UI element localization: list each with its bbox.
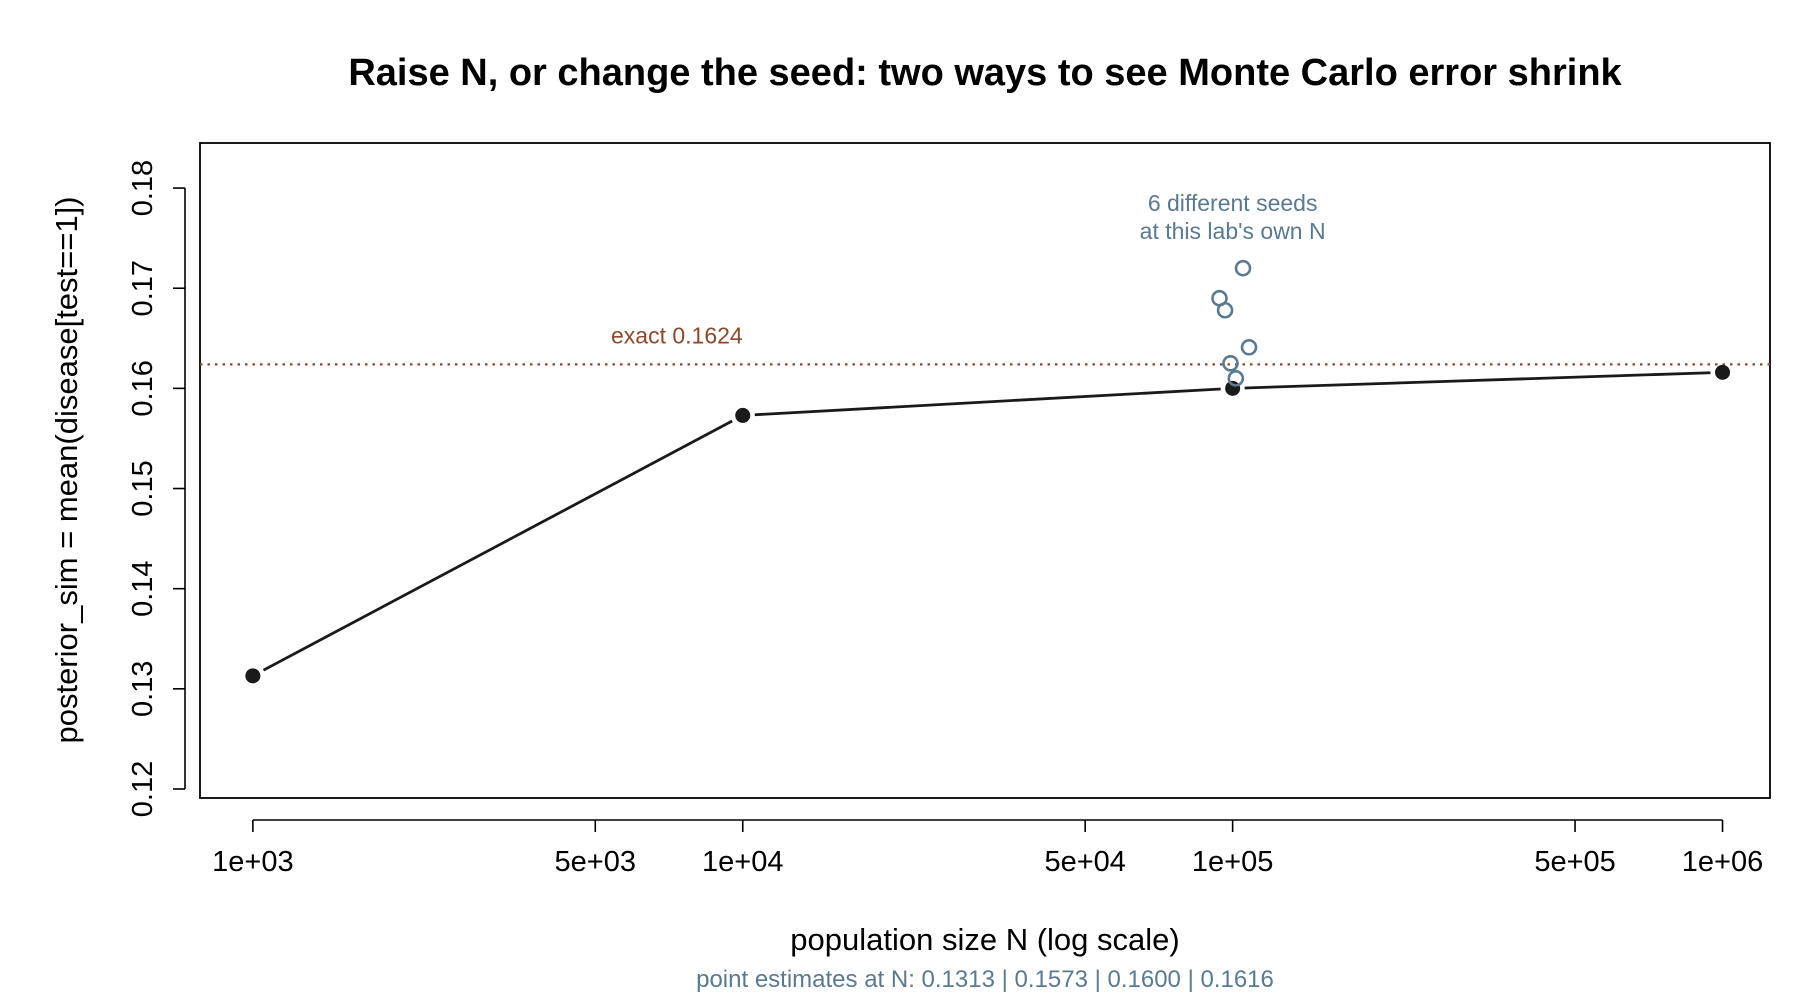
seed-series [1211, 259, 1258, 387]
reference-line-label: exact 0.1624 [611, 322, 743, 348]
seed-annotation-line: 6 different seeds [1148, 190, 1318, 216]
y-tick-label: 0.12 [127, 761, 159, 817]
y-tick-label: 0.16 [127, 360, 159, 416]
reference-line-layer: exact 0.1624 [200, 322, 1770, 366]
y-axis: 0.12 0.13 0.14 0.15 0.16 0.17 0.18 [127, 160, 186, 817]
x-axis: 1e+03 5e+03 1e+04 5e+04 1e+05 5e+05 1e+06 [212, 819, 1763, 878]
y-axis-label: posterior_sim = mean(disease[test==1]) [49, 196, 84, 743]
x-tick-label: 1e+06 [1682, 846, 1763, 878]
x-tick-label: 5e+04 [1044, 846, 1125, 878]
data-point [735, 407, 751, 423]
seed-point [1222, 355, 1239, 372]
x-tick-label: 5e+05 [1534, 846, 1615, 878]
x-tick-label: 1e+03 [212, 846, 293, 878]
y-tick-label: 0.15 [127, 460, 159, 516]
seed-point [1234, 259, 1252, 277]
y-tick-label: 0.18 [127, 160, 159, 216]
series-line-segment [262, 419, 733, 672]
data-point [1715, 364, 1731, 380]
seed-point [1227, 370, 1245, 387]
x-tick-label: 1e+05 [1192, 846, 1273, 878]
main-series [245, 364, 1731, 684]
y-tick-label: 0.17 [127, 260, 159, 316]
seed-annotation: 6 different seeds at this lab's own N [1140, 190, 1326, 244]
x-tick-label: 1e+04 [702, 846, 783, 878]
data-point [245, 668, 261, 684]
x-axis-label: population size N (log scale) [790, 922, 1179, 957]
y-tick-label: 0.13 [127, 661, 159, 717]
chart-title: Raise N, or change the seed: two ways to… [348, 52, 1622, 94]
seed-point [1240, 339, 1258, 356]
seed-point [1216, 301, 1234, 319]
plot-area-frame [199, 142, 1771, 799]
footer-note: point estimates at N: 0.1313 | 0.1573 | … [696, 966, 1274, 993]
series-line-segment [1244, 371, 1711, 390]
annotations: 6 different seeds at this lab's own N [1140, 190, 1326, 244]
x-tick-label: 5e+03 [555, 846, 636, 878]
seed-annotation-line: at this lab's own N [1140, 218, 1326, 244]
series-line-segment [754, 387, 1221, 417]
y-tick-label: 0.14 [127, 560, 159, 616]
